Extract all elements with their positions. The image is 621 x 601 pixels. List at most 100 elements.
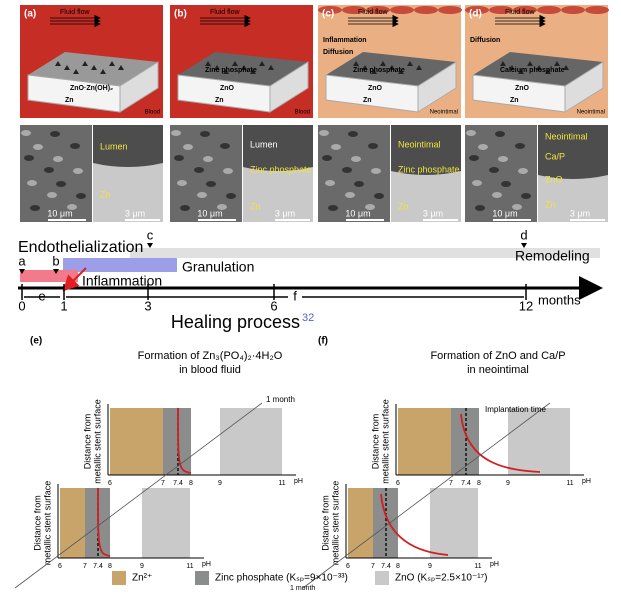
label: Fluid flow — [210, 9, 241, 16]
cell — [513, 6, 537, 14]
particle — [371, 69, 377, 74]
label: 7.4 — [173, 480, 183, 487]
label: Granulation — [182, 259, 254, 275]
cell — [561, 6, 585, 14]
label: Zinc phosphate (Kₛₚ=9×10⁻³³) — [215, 573, 348, 584]
texture — [518, 168, 528, 174]
label: 6 — [346, 563, 350, 570]
phosphate-region — [163, 408, 191, 475]
texture — [521, 193, 531, 199]
zn-region — [60, 488, 85, 558]
marker-arrow — [19, 269, 25, 274]
texture — [226, 193, 236, 199]
sem-layer — [538, 125, 608, 179]
label: 11 — [566, 480, 573, 487]
texture — [223, 168, 233, 174]
label: Calcium phosphate — [500, 67, 565, 74]
label: 7.4 — [381, 563, 391, 570]
label: Zn — [545, 199, 556, 209]
time-axis — [302, 402, 551, 589]
label: Zinc phosphate — [250, 164, 312, 174]
particle — [91, 65, 97, 70]
cell — [342, 6, 366, 14]
texture — [21, 130, 31, 136]
label: Diffusion — [323, 49, 353, 56]
red-arrow — [62, 267, 87, 292]
texture — [331, 144, 341, 150]
label: Zn — [363, 97, 372, 104]
marker-arrow — [53, 269, 59, 274]
label: 8 — [108, 563, 112, 570]
label: metallic stent surface — [380, 399, 390, 484]
particle — [353, 61, 359, 66]
label: c — [147, 227, 154, 242]
concentration-curve — [460, 413, 541, 473]
texture — [180, 205, 190, 211]
particle — [214, 65, 220, 70]
label: 7 — [161, 480, 165, 487]
legend-swatch — [195, 571, 209, 585]
label: Zn²⁺ — [132, 573, 152, 584]
label: 1 month — [266, 395, 295, 404]
texture — [472, 180, 482, 186]
label: Zinc phosphate — [353, 67, 405, 74]
label: 0 — [18, 298, 25, 313]
label: metallic stent surface — [92, 399, 102, 484]
texture — [70, 143, 80, 149]
legend-swatch — [375, 571, 389, 585]
label: Neointimal — [430, 110, 458, 116]
particle — [554, 61, 560, 66]
texture — [197, 192, 207, 198]
particle — [223, 69, 229, 74]
label: ZnO·Zn(OH)₂ — [70, 85, 113, 92]
label: Ca/P — [545, 151, 565, 161]
label: 3 μm — [275, 208, 295, 218]
cell — [585, 6, 609, 14]
label: Zinc phosphate — [398, 164, 460, 174]
cell — [390, 6, 414, 14]
particle — [205, 61, 211, 66]
label: Zn — [510, 97, 519, 104]
label: metallic stent surface — [42, 481, 52, 566]
label: (a) — [24, 9, 36, 20]
texture — [56, 181, 66, 187]
label: f — [293, 288, 297, 303]
texture — [319, 130, 329, 136]
label: ZnO — [545, 174, 563, 184]
label: Distance from — [320, 495, 330, 551]
label: (c) — [322, 9, 334, 20]
texture — [489, 167, 499, 173]
granulation-bar — [63, 258, 177, 272]
label: Healing process — [171, 312, 300, 332]
label: in blood fluid — [179, 364, 241, 376]
texture — [365, 204, 375, 210]
particle — [563, 65, 569, 70]
label: 3 μm — [570, 208, 590, 218]
label: (d) — [469, 9, 482, 20]
label: ZnO — [515, 85, 530, 92]
label: Formation of Zn₃(PO₄)₂·4H₂O — [138, 350, 283, 362]
label: Zn — [100, 189, 111, 199]
label: 6 — [58, 563, 62, 570]
texture — [498, 156, 508, 162]
label: Neointimal — [398, 139, 441, 149]
particle — [545, 69, 551, 74]
texture — [24, 155, 34, 161]
label: Distance from — [370, 414, 380, 470]
texture — [501, 181, 511, 187]
label: in neointimal — [467, 364, 529, 376]
label: pH — [202, 561, 211, 568]
label: Neointimal — [577, 110, 605, 116]
concentration-curve — [177, 407, 192, 474]
label: pH — [582, 478, 591, 485]
cell — [366, 6, 390, 14]
label: pH — [294, 478, 303, 485]
label: (b) — [174, 9, 187, 20]
texture — [322, 155, 332, 161]
texture — [194, 167, 204, 173]
label: 9 — [140, 563, 144, 570]
label: 6 — [108, 480, 112, 487]
label: 10 μm — [47, 208, 72, 218]
sem-layer — [391, 125, 461, 175]
inflammation-bar — [20, 270, 78, 282]
